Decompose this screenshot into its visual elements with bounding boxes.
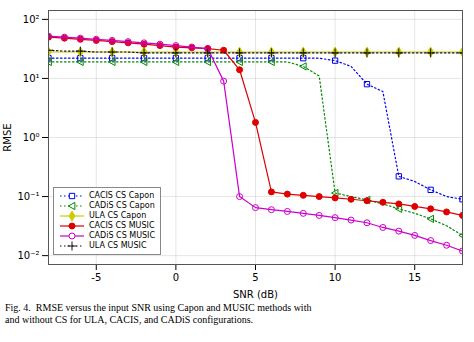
svg-text:RMSE: RMSE (2, 123, 13, 151)
svg-text:10¹: 10¹ (23, 73, 40, 84)
svg-text:SNR (dB): SNR (dB) (233, 289, 278, 300)
svg-text:10⁻¹: 10⁻¹ (17, 191, 39, 202)
html-text:CACIS CS Capon: CACIS CS Capon (89, 191, 155, 200)
svg-text:5: 5 (252, 272, 258, 283)
svg-text:15: 15 (408, 272, 421, 283)
html-text:ULA CS MUSIC: ULA CS MUSIC (89, 241, 147, 250)
html-text:CADiS CS MUSIC: CADiS CS MUSIC (89, 231, 156, 240)
html-text:ULA CS Capon: ULA CS Capon (89, 211, 147, 220)
svg-text:10: 10 (329, 272, 342, 283)
svg-text:-5: -5 (91, 272, 101, 283)
svg-text:10⁻²: 10⁻² (17, 250, 39, 261)
html-text:CACIS CS MUSIC: CACIS CS MUSIC (89, 221, 155, 230)
svg-text:10⁰: 10⁰ (23, 132, 40, 143)
html-text:CADiS CS Capon: CADiS CS Capon (89, 201, 155, 210)
svg-text:10²: 10² (23, 14, 40, 25)
svg-text:0: 0 (173, 272, 179, 283)
html-text:Fig. 4. RMSE versus the input: Fig. 4. RMSE versus the input SNR using … (5, 302, 312, 325)
